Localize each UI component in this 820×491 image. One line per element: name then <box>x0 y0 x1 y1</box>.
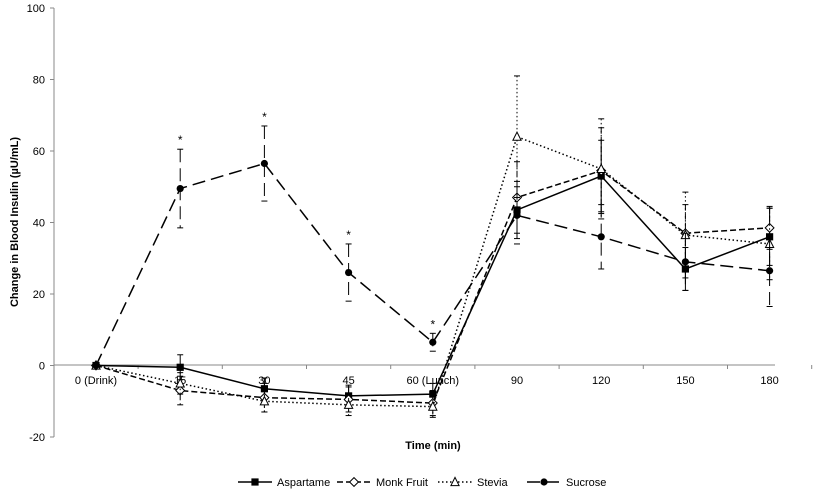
data-point <box>681 258 690 266</box>
y-axis: -20 0 20 40 60 80 100 <box>27 3 55 444</box>
series-sucrose <box>92 125 774 370</box>
legend: Aspartame Monk Fruit Stevia Sucrose <box>238 476 606 489</box>
data-point <box>260 159 268 168</box>
y-tick-label: 60 <box>33 146 45 158</box>
data-point <box>429 338 437 346</box>
data-point <box>259 395 270 406</box>
significance-marker: * <box>346 228 351 242</box>
significance-marker: * <box>178 133 183 147</box>
legend-marker <box>348 476 360 488</box>
y-tick-label: -20 <box>29 432 45 444</box>
x-tick-label: 120 <box>592 375 610 387</box>
legend-label: Monk Fruit <box>376 477 428 489</box>
data-point <box>345 268 353 277</box>
x-tick-label: 90 <box>511 375 523 387</box>
data-point <box>175 377 186 388</box>
series-line <box>95 175 770 397</box>
legend-marker <box>251 478 259 486</box>
y-tick-label: 0 <box>39 361 45 373</box>
series-aspartame <box>92 139 774 408</box>
data-point <box>176 363 184 371</box>
data-point <box>766 267 774 275</box>
series-monk-fruit <box>90 127 775 417</box>
y-tick-label: 100 <box>27 3 45 15</box>
legend-marker <box>540 478 548 486</box>
y-tick-label: 80 <box>33 75 45 87</box>
data-point <box>512 130 522 141</box>
x-axis-title: Time (min) <box>405 440 461 452</box>
data-point <box>176 184 184 193</box>
data-point <box>175 385 186 396</box>
data-point <box>92 361 100 370</box>
significance-marker: * <box>430 317 435 331</box>
legend-item-sucrose: Sucrose <box>527 477 606 489</box>
legend-label: Sucrose <box>566 477 606 489</box>
legend-item-stevia: Stevia <box>438 476 508 489</box>
data-point <box>597 233 605 241</box>
significance-marker: * <box>262 110 267 124</box>
plot-area: * * * * <box>90 75 775 418</box>
series-stevia <box>91 75 775 418</box>
x-tick-label: 180 <box>760 375 778 387</box>
y-tick-label: 40 <box>33 218 45 230</box>
legend-item-monk-fruit: Monk Fruit <box>337 476 428 489</box>
data-point <box>513 211 521 219</box>
y-tick-label: 20 <box>33 289 45 301</box>
x-tick-label: 150 <box>676 375 694 387</box>
legend-label: Stevia <box>477 477 508 489</box>
data-point <box>596 163 607 173</box>
data-point <box>343 399 354 409</box>
x-tick-label: 60 (Lunch) <box>407 375 460 387</box>
series-line <box>95 135 770 408</box>
legend-marker <box>450 476 460 487</box>
legend-label: Aspartame <box>277 477 330 489</box>
series-line <box>95 169 770 404</box>
legend-item-aspartame: Aspartame <box>238 477 330 489</box>
data-point <box>427 400 438 411</box>
x-tick-label: 45 <box>342 375 354 387</box>
y-axis-title: Change in Blood Insulin (µU/mL) <box>9 137 21 307</box>
x-tick-label: 0 (Drink) <box>75 375 117 387</box>
series-line <box>95 162 770 366</box>
